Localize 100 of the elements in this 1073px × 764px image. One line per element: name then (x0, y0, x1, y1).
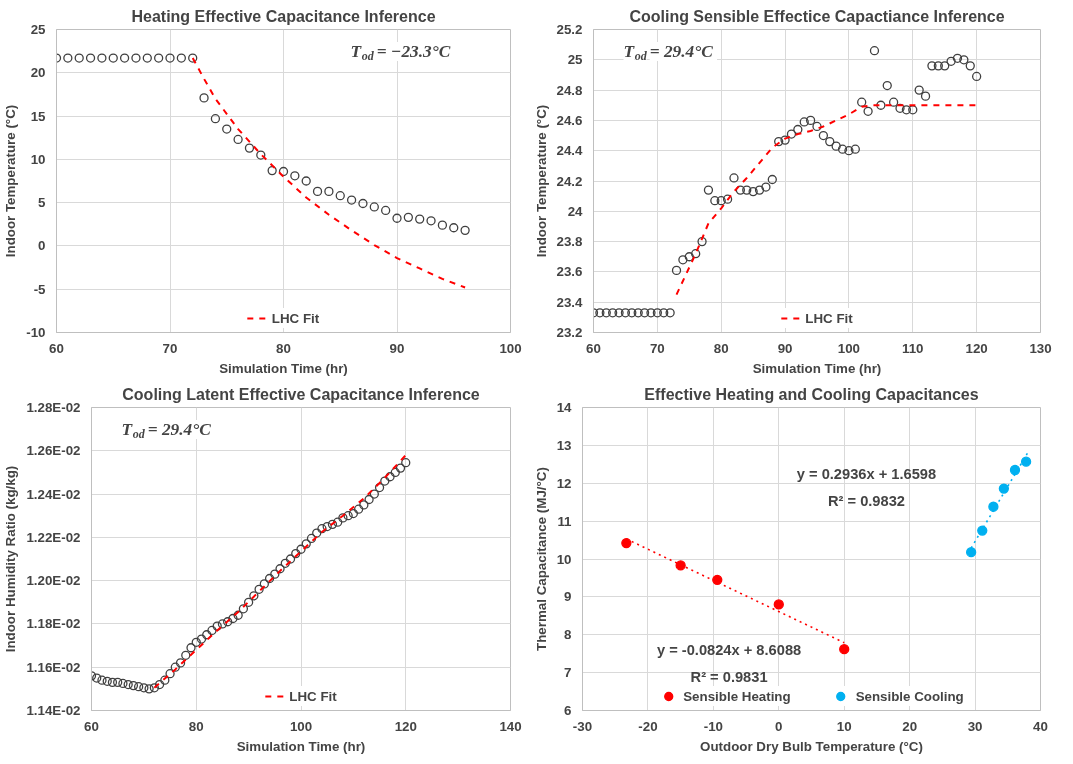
y-tick-label: 24.8 (556, 82, 583, 98)
y-tick-label: 23.6 (556, 264, 583, 280)
x-axis-title: Outdoor Dry Bulb Temperature (°C) (700, 738, 923, 754)
point (256, 150, 266, 160)
point (131, 53, 141, 63)
x-axis-title: Simulation Time (hr) (236, 738, 366, 754)
annotation: R² = 0.9831 (690, 669, 768, 686)
point (426, 216, 436, 226)
y-tick-label: 24.6 (556, 112, 583, 128)
x-tick-label: 90 (777, 340, 793, 356)
point (142, 53, 152, 63)
x-tick-label: 60 (586, 340, 601, 356)
point (449, 223, 459, 233)
point (1009, 464, 1021, 476)
y-tick-label: 13 (556, 437, 572, 453)
chart-title: Heating Effective Capacitance Inference (131, 7, 436, 25)
y-tick-label: 10 (556, 551, 572, 567)
point (392, 213, 402, 223)
point (369, 202, 379, 212)
y-tick-label: 24 (567, 203, 584, 219)
point (108, 53, 118, 63)
x-tick-label: 0 (775, 718, 783, 734)
y-tick-label: 1.24E-02 (26, 486, 81, 502)
point (244, 143, 255, 153)
y-tick-label: 23.4 (556, 294, 584, 310)
point (839, 644, 850, 655)
y-tick-label: 24.4 (556, 143, 584, 159)
point (199, 93, 209, 103)
x-tick-label: 70 (162, 340, 178, 356)
x-tick-label: 80 (188, 718, 204, 734)
x-tick-label: 100 (289, 718, 313, 734)
chart-title: Effective Heating and Cooling Capacitances (644, 385, 979, 403)
x-tick-label: 100 (837, 340, 861, 356)
point (1020, 456, 1032, 467)
y-tick-label: 11 (557, 513, 573, 529)
x-tick-label: 60 (84, 718, 99, 734)
y-tick-label: 23.8 (556, 234, 583, 250)
y-tick-label: 12 (556, 475, 572, 491)
y-tick-label: 6 (564, 703, 572, 718)
x-tick-label: 140 (499, 718, 522, 734)
point (278, 166, 289, 177)
point (324, 186, 334, 197)
point (712, 574, 723, 585)
y-tick-label: 20 (30, 65, 46, 81)
x-tick-label: 80 (276, 340, 291, 356)
point (381, 205, 391, 216)
point (188, 53, 198, 63)
point (63, 53, 73, 63)
y-tick-label: 1.18E-02 (26, 616, 81, 632)
annotation: y = 0.2936x + 1.6598 (796, 466, 937, 483)
y-tick-label: 1.26E-02 (26, 443, 81, 459)
y-tick-label: 1.28E-02 (26, 400, 81, 415)
x-tick-label: 110 (902, 340, 924, 356)
point (335, 191, 345, 201)
y-tick-label: 25 (567, 52, 584, 68)
y-tick-label: -5 (33, 281, 47, 297)
point (165, 53, 175, 63)
x-tick-label: -20 (638, 718, 658, 734)
x-tick-label: 120 (965, 340, 988, 356)
legend-label: Sensible Heating (683, 688, 791, 704)
point (312, 186, 323, 197)
x-tick-label: 80 (713, 340, 729, 356)
point (358, 198, 368, 209)
chart-title: Cooling Latent Effective Capacitance Inference (122, 385, 480, 403)
x-tick-label: 130 (1029, 340, 1052, 356)
point (998, 483, 1010, 494)
y-tick-label: 9 (564, 589, 572, 605)
x-tick-label: 120 (394, 718, 417, 734)
y-tick-label: 1.16E-02 (26, 659, 81, 675)
chart-title: Cooling Sensible Effectice Capactiance Inference (629, 7, 1005, 25)
point (85, 53, 96, 63)
point (403, 212, 413, 222)
legend-label: Sensible Cooling (855, 688, 964, 704)
point (415, 214, 425, 224)
point (966, 547, 977, 558)
legend-label: LHC Fit (805, 310, 853, 326)
point (222, 124, 232, 134)
legend-label: LHC Fit (271, 310, 320, 326)
point (210, 114, 221, 124)
legend-label: LHC Fit (289, 688, 337, 704)
y-tick-label: 25.2 (556, 22, 583, 37)
line-series (675, 104, 978, 296)
x-tick-label: -10 (703, 718, 723, 734)
x-tick-label: 20 (902, 718, 918, 734)
y-tick-label: 1.14E-02 (26, 703, 81, 718)
point (97, 53, 107, 63)
y-tick-label: 5 (38, 195, 47, 211)
x-tick-label: 70 (649, 340, 665, 356)
x-axis-title: Simulation Time (hr) (219, 360, 348, 376)
x-tick-label: 30 (967, 718, 983, 734)
point (437, 220, 448, 230)
y-tick-label: 15 (30, 108, 47, 124)
y-tick-label: 23.2 (556, 325, 583, 340)
y-tick-label: 24.2 (556, 173, 583, 189)
point (621, 537, 632, 549)
point (290, 171, 300, 181)
point (346, 195, 357, 205)
y-tick-label: 8 (564, 627, 572, 643)
point (267, 165, 277, 176)
y-axis-title: Indoor Humidity Ratio (kg/kg) (3, 465, 19, 653)
